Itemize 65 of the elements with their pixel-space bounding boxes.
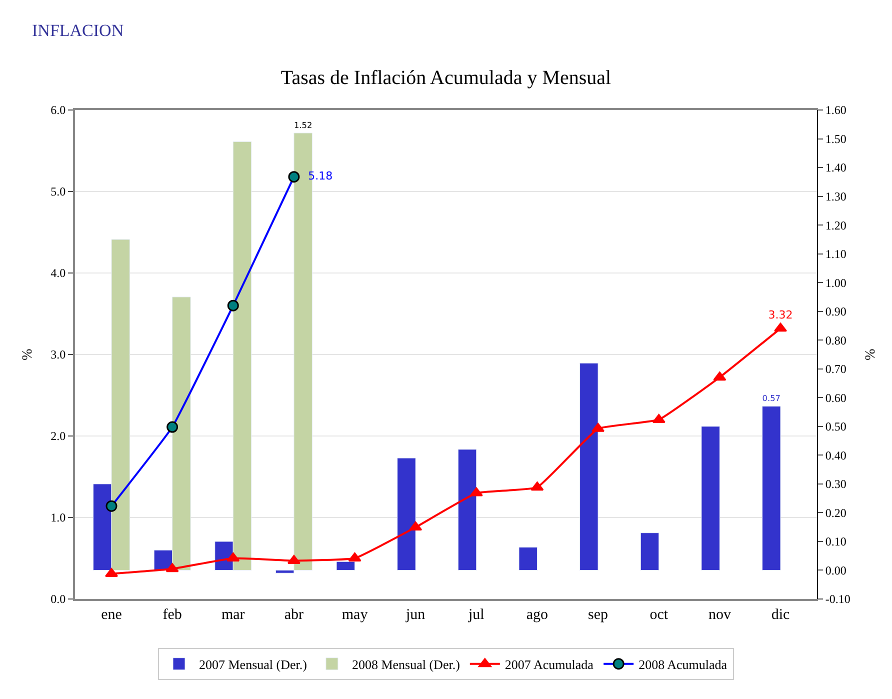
point [166, 563, 179, 572]
y2-tick-label: 1.30 [825, 189, 846, 204]
y-tick-label: 4.0 [50, 266, 66, 280]
bar [458, 449, 477, 570]
x-tick-label: sep [588, 607, 608, 623]
x-tick-label: nov [708, 607, 732, 623]
y-tick-label: 6.0 [50, 103, 66, 118]
y2-tick-label: 0.70 [825, 362, 846, 376]
x-tick-label: dic [771, 607, 790, 623]
y2-tick-label: 0.60 [825, 390, 846, 405]
x-tick-label: ene [101, 607, 122, 623]
y-axis-title: % [20, 348, 36, 360]
point [592, 422, 605, 432]
bar [518, 546, 538, 570]
data-label: 0.57 [762, 393, 780, 404]
y2-tick-label: -0.10 [825, 592, 850, 606]
y2-tick-label: 1.50 [825, 132, 846, 146]
bar [701, 426, 720, 570]
x-tick-label: jun [405, 607, 426, 623]
point [409, 522, 422, 531]
bar [762, 406, 781, 570]
chart-subtitle: INFLACION [32, 21, 124, 40]
x-tick-label: mar [221, 607, 245, 623]
y2-axis-title: % [864, 348, 879, 360]
bar [336, 561, 356, 570]
x-tick-label: abr [284, 607, 304, 623]
bar [397, 458, 416, 570]
point [287, 554, 300, 564]
data-label: 5.18 [301, 170, 333, 183]
data-label: 3.32 [768, 308, 793, 322]
chart-title: Tasas de Inflación Acumulada y Mensual [280, 66, 612, 89]
x-tick-label: oct [650, 607, 669, 623]
y2-tick-label: 0.80 [825, 333, 846, 348]
y2-tick-label: 1.10 [825, 247, 846, 262]
point [530, 482, 544, 491]
y-tick-label: 1.0 [50, 510, 66, 525]
y2-tick-label: 1.00 [825, 276, 846, 290]
point [652, 414, 666, 423]
point [470, 487, 483, 496]
y2-tick-label: 1.20 [825, 218, 846, 232]
legend-label: 2007 Mensual (Der.) [199, 656, 307, 672]
point [713, 372, 726, 381]
y2-tick-label: 0.30 [825, 477, 846, 492]
y-tick-label: 2.0 [50, 429, 66, 444]
x-tick-label: feb [162, 607, 182, 623]
y2-tick-label: 0.40 [825, 448, 846, 462]
bar [580, 362, 598, 570]
x-tick-label: jul [467, 607, 484, 623]
legend-label: 2008 Mensual (Der.) [352, 656, 460, 672]
x-tick-label: ago [526, 607, 548, 623]
bar [640, 532, 660, 570]
y2-tick-label: 1.40 [825, 160, 846, 175]
data-label: 1.52 [294, 120, 312, 130]
legend-label: 2007 Acumulada [504, 656, 594, 672]
y2-tick-label: 0.10 [825, 534, 846, 549]
y-tick-label: 3.0 [50, 348, 66, 362]
y-tick-label: 5.0 [50, 184, 66, 199]
y-tick-label: 0.0 [50, 592, 66, 606]
y2-tick-label: 0.20 [825, 506, 846, 520]
y2-tick-label: 0.90 [825, 304, 846, 319]
y2-tick-label: 0.00 [825, 563, 846, 578]
y2-tick-label: 1.60 [825, 103, 846, 118]
legend-label: 2008 Acumulada [638, 656, 728, 672]
x-tick-label: may [342, 607, 368, 623]
y2-tick-label: 0.50 [825, 420, 846, 434]
